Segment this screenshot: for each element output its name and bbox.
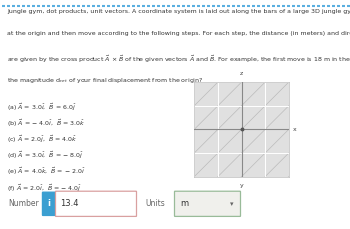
Text: at the origin and then move according to the following steps. For each step, the: at the origin and then move according to… xyxy=(7,31,350,36)
Text: ▾: ▾ xyxy=(230,201,234,207)
Text: 13.4: 13.4 xyxy=(60,199,78,208)
FancyBboxPatch shape xyxy=(42,192,56,215)
Text: Units: Units xyxy=(145,199,165,208)
Text: y: y xyxy=(240,183,243,188)
FancyBboxPatch shape xyxy=(56,191,136,216)
Text: Number: Number xyxy=(8,199,39,208)
Text: (c) $\vec{A}$ = 2.0$\hat{j}$,  $\vec{B}$ = 4.0$\hat{k}$: (c) $\vec{A}$ = 2.0$\hat{j}$, $\vec{B}$ … xyxy=(7,134,78,145)
Text: x: x xyxy=(293,127,297,132)
Text: (d) $\vec{A}$ = 3.0$\hat{i}$,  $\vec{B}$ = − 8.0$\hat{j}$: (d) $\vec{A}$ = 3.0$\hat{i}$, $\vec{B}$ … xyxy=(7,150,84,161)
Text: (f) $\vec{A}$ = 2.0$\hat{i}$,  $\vec{B}$ = − 4.0$\hat{j}$: (f) $\vec{A}$ = 2.0$\hat{i}$, $\vec{B}$ … xyxy=(7,182,82,194)
Text: z: z xyxy=(240,71,243,76)
Text: (e) $\vec{A}$ = 4.0$\hat{k}$,  $\vec{B}$ = − 2.0$\hat{i}$: (e) $\vec{A}$ = 4.0$\hat{k}$, $\vec{B}$ … xyxy=(7,166,86,177)
Text: are given by the cross product $\vec{A}$ × $\vec{B}$ of the given vectors $\vec{: are given by the cross product $\vec{A}$… xyxy=(7,54,350,65)
Text: m: m xyxy=(180,199,188,208)
Text: (a) $\vec{A}$ = 3.0$\hat{i}$,  $\vec{B}$ = 6.0$\hat{j}$: (a) $\vec{A}$ = 3.0$\hat{i}$, $\vec{B}$ … xyxy=(7,101,77,113)
Text: the magnitude d$_{net}$ of your final displacement from the origin?: the magnitude d$_{net}$ of your final di… xyxy=(7,76,204,85)
Text: (b) $\vec{A}$ = − 4.0$\hat{i}$,  $\vec{B}$ = 3.0$\hat{k}$: (b) $\vec{A}$ = − 4.0$\hat{i}$, $\vec{B}… xyxy=(7,118,85,129)
FancyBboxPatch shape xyxy=(175,191,240,216)
Text: i: i xyxy=(48,199,50,208)
Text: Jungle gym, dot products, unit vectors. A coordinate system is laid out along th: Jungle gym, dot products, unit vectors. … xyxy=(7,9,350,14)
